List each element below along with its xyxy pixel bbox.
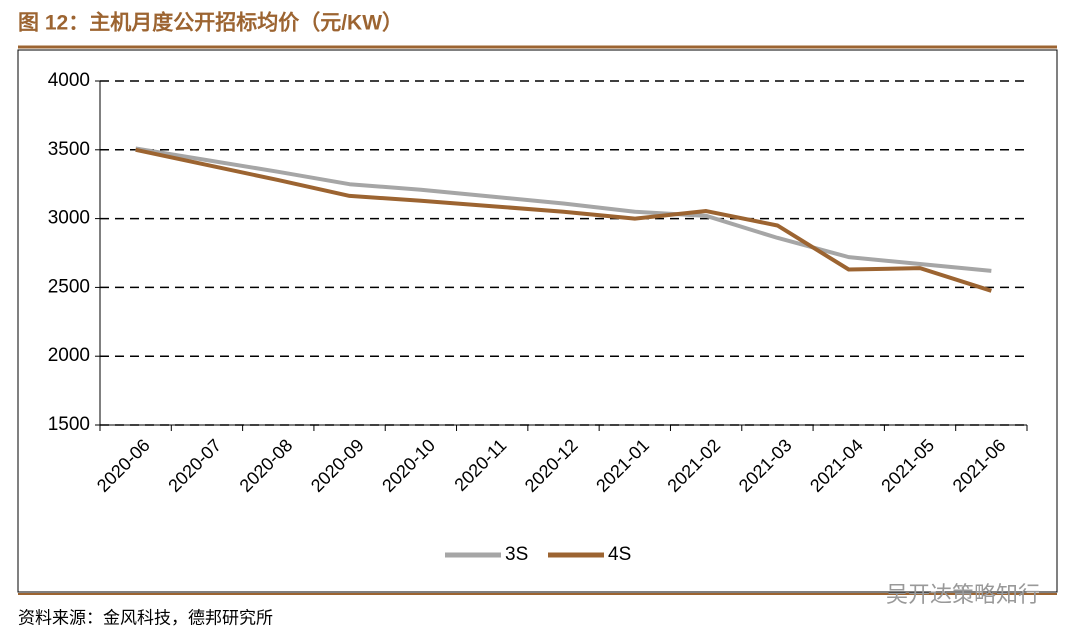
y-tick-label: 2500: [48, 276, 90, 297]
x-tick-label: 2021-04: [806, 435, 867, 496]
legend-label: 3S: [505, 544, 528, 565]
x-tick-label: 2020-08: [236, 435, 297, 496]
x-tick-label: 2020-12: [521, 435, 582, 496]
watermark: 吴开达策略知行: [886, 582, 1040, 607]
y-tick-label: 1500: [48, 414, 90, 435]
x-tick-label: 2021-03: [735, 435, 796, 496]
y-tick-label: 4000: [48, 70, 90, 91]
x-tick-label: 2021-02: [663, 435, 724, 496]
x-tick-label: 2021-05: [877, 435, 938, 496]
legend-label: 4S: [608, 544, 631, 565]
x-tick-label: 2020-10: [378, 435, 439, 496]
x-tick-label: 2020-06: [93, 435, 154, 496]
x-tick-label: 2020-09: [307, 435, 368, 496]
x-tick-label: 2021-06: [949, 435, 1010, 496]
series-line: [135, 146, 992, 273]
x-tick-label: 2020-07: [164, 435, 225, 496]
x-tick-label: 2021-01: [592, 435, 653, 496]
series-line: [135, 147, 992, 293]
y-tick-label: 3000: [48, 208, 90, 229]
chart-frame: [17, 49, 1058, 593]
source-note: 资料来源：金风科技，德邦研究所: [18, 608, 273, 627]
y-tick-label: 2000: [48, 345, 90, 366]
y-tick-label: 3500: [48, 139, 90, 160]
x-tick-label: 2020-11: [450, 435, 510, 495]
chart-title: 图 12：主机月度公开招标均价（元/KW）: [18, 11, 403, 35]
